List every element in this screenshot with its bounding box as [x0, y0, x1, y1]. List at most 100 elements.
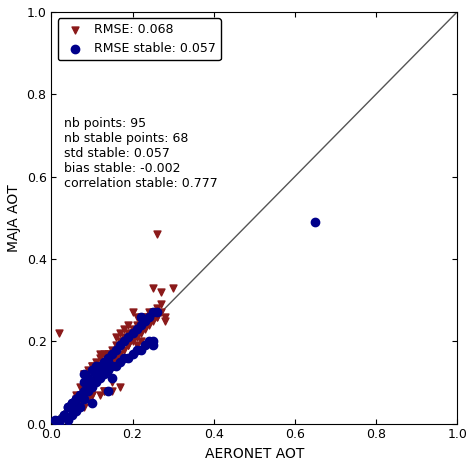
RMSE: 0.068: (0.09, 0.06): 0.068: (0.09, 0.06) — [84, 395, 91, 402]
RMSE stable: 0.057: (0.06, 0.03): 0.057: (0.06, 0.03) — [72, 408, 80, 415]
RMSE: 0.068: (0.13, 0.08): 0.068: (0.13, 0.08) — [100, 387, 108, 395]
RMSE stable: 0.057: (0.12, 0.14): 0.057: (0.12, 0.14) — [96, 362, 104, 370]
RMSE: 0.068: (0.16, 0.16): 0.068: (0.16, 0.16) — [112, 354, 120, 361]
X-axis label: AERONET AOT: AERONET AOT — [205, 447, 304, 461]
RMSE: 0.068: (0.1, 0.1): 0.068: (0.1, 0.1) — [88, 379, 96, 386]
RMSE: 0.068: (0.08, 0.04): 0.068: (0.08, 0.04) — [80, 403, 88, 411]
RMSE stable: 0.057: (0.17, 0.15): 0.057: (0.17, 0.15) — [117, 358, 124, 366]
RMSE: 0.068: (0.25, 0.25): 0.068: (0.25, 0.25) — [149, 317, 156, 324]
RMSE stable: 0.057: (0.11, 0.1): 0.057: (0.11, 0.1) — [92, 379, 100, 386]
RMSE: 0.068: (0.22, 0.22): 0.068: (0.22, 0.22) — [137, 329, 145, 337]
RMSE: 0.068: (0.16, 0.16): 0.068: (0.16, 0.16) — [112, 354, 120, 361]
RMSE stable: 0.057: (0.23, 0.25): 0.057: (0.23, 0.25) — [141, 317, 148, 324]
RMSE stable: 0.057: (0.02, 0.01): 0.057: (0.02, 0.01) — [55, 416, 63, 423]
RMSE stable: 0.057: (0.65, 0.49): 0.057: (0.65, 0.49) — [311, 218, 319, 226]
RMSE: 0.068: (0.07, 0.07): 0.068: (0.07, 0.07) — [76, 391, 83, 399]
RMSE: 0.068: (0.2, 0.27): 0.068: (0.2, 0.27) — [129, 309, 137, 316]
RMSE: 0.068: (0.21, 0.21): 0.068: (0.21, 0.21) — [133, 333, 140, 341]
RMSE stable: 0.057: (0.26, 0.27): 0.057: (0.26, 0.27) — [153, 309, 161, 316]
RMSE: 0.068: (0.1, 0.07): 0.068: (0.1, 0.07) — [88, 391, 96, 399]
RMSE stable: 0.057: (0.12, 0.13): 0.057: (0.12, 0.13) — [96, 366, 104, 374]
RMSE: 0.068: (0.17, 0.2): 0.068: (0.17, 0.2) — [117, 337, 124, 345]
RMSE: 0.068: (0.13, 0.13): 0.068: (0.13, 0.13) — [100, 366, 108, 374]
RMSE: 0.068: (0.15, 0.16): 0.068: (0.15, 0.16) — [109, 354, 116, 361]
Legend: RMSE: 0.068, RMSE stable: 0.057: RMSE: 0.068, RMSE stable: 0.057 — [58, 18, 221, 60]
RMSE: 0.068: (0.11, 0.1): 0.068: (0.11, 0.1) — [92, 379, 100, 386]
RMSE: 0.068: (0.27, 0.32): 0.068: (0.27, 0.32) — [157, 288, 164, 296]
RMSE stable: 0.057: (0.25, 0.19): 0.057: (0.25, 0.19) — [149, 342, 156, 349]
RMSE stable: 0.057: (0.09, 0.11): 0.057: (0.09, 0.11) — [84, 374, 91, 382]
RMSE stable: 0.057: (0.08, 0.1): 0.057: (0.08, 0.1) — [80, 379, 88, 386]
RMSE stable: 0.057: (0.1, 0.05): 0.057: (0.1, 0.05) — [88, 399, 96, 407]
RMSE: 0.068: (0.12, 0.16): 0.068: (0.12, 0.16) — [96, 354, 104, 361]
RMSE stable: 0.057: (0.07, 0.07): 0.057: (0.07, 0.07) — [76, 391, 83, 399]
RMSE stable: 0.057: (0.21, 0.23): 0.057: (0.21, 0.23) — [133, 325, 140, 333]
RMSE: 0.068: (0.11, 0.11): 0.068: (0.11, 0.11) — [92, 374, 100, 382]
RMSE: 0.068: (0.14, 0.13): 0.068: (0.14, 0.13) — [104, 366, 112, 374]
RMSE stable: 0.057: (0.13, 0.12): 0.057: (0.13, 0.12) — [100, 371, 108, 378]
RMSE stable: 0.057: (0.18, 0.2): 0.057: (0.18, 0.2) — [120, 337, 128, 345]
RMSE stable: 0.057: (0.25, 0.2): 0.057: (0.25, 0.2) — [149, 337, 156, 345]
RMSE stable: 0.057: (0.08, 0.12): 0.057: (0.08, 0.12) — [80, 371, 88, 378]
RMSE: 0.068: (0.22, 0.24): 0.068: (0.22, 0.24) — [137, 321, 145, 329]
RMSE stable: 0.057: (0.15, 0.11): 0.057: (0.15, 0.11) — [109, 374, 116, 382]
RMSE stable: 0.057: (0.06, 0.06): 0.057: (0.06, 0.06) — [72, 395, 80, 402]
RMSE stable: 0.057: (0.2, 0.17): 0.057: (0.2, 0.17) — [129, 350, 137, 358]
RMSE: 0.068: (0.02, 0.22): 0.068: (0.02, 0.22) — [55, 329, 63, 337]
RMSE stable: 0.057: (0.16, 0.18): 0.057: (0.16, 0.18) — [112, 346, 120, 353]
RMSE: 0.068: (0.21, 0.26): 0.068: (0.21, 0.26) — [133, 313, 140, 320]
RMSE stable: 0.057: (0.22, 0.24): 0.057: (0.22, 0.24) — [137, 321, 145, 329]
RMSE: 0.068: (0.1, 0.14): 0.068: (0.1, 0.14) — [88, 362, 96, 370]
RMSE stable: 0.057: (0.1, 0.1): 0.057: (0.1, 0.1) — [88, 379, 96, 386]
RMSE stable: 0.057: (0.21, 0.18): 0.057: (0.21, 0.18) — [133, 346, 140, 353]
RMSE: 0.068: (0.18, 0.23): 0.068: (0.18, 0.23) — [120, 325, 128, 333]
RMSE stable: 0.057: (0.05, 0.05): 0.057: (0.05, 0.05) — [68, 399, 75, 407]
RMSE stable: 0.057: (0.04, 0.04): 0.057: (0.04, 0.04) — [64, 403, 72, 411]
RMSE: 0.068: (0.19, 0.22): 0.068: (0.19, 0.22) — [125, 329, 132, 337]
RMSE: 0.068: (0.09, 0.09): 0.068: (0.09, 0.09) — [84, 383, 91, 390]
RMSE stable: 0.057: (0.25, 0.27): 0.057: (0.25, 0.27) — [149, 309, 156, 316]
RMSE: 0.068: (0.16, 0.19): 0.068: (0.16, 0.19) — [112, 342, 120, 349]
RMSE: 0.068: (0.27, 0.29): 0.068: (0.27, 0.29) — [157, 300, 164, 308]
RMSE: 0.068: (0.23, 0.23): 0.068: (0.23, 0.23) — [141, 325, 148, 333]
RMSE stable: 0.057: (0.09, 0.08): 0.057: (0.09, 0.08) — [84, 387, 91, 395]
RMSE: 0.068: (0.14, 0.17): 0.068: (0.14, 0.17) — [104, 350, 112, 358]
RMSE stable: 0.057: (0.08, 0.06): 0.057: (0.08, 0.06) — [80, 395, 88, 402]
RMSE: 0.068: (0.14, 0.14): 0.068: (0.14, 0.14) — [104, 362, 112, 370]
RMSE: 0.068: (0.24, 0.24): 0.068: (0.24, 0.24) — [145, 321, 153, 329]
RMSE: 0.068: (0.17, 0.09): 0.068: (0.17, 0.09) — [117, 383, 124, 390]
RMSE stable: 0.057: (0.12, 0.11): 0.057: (0.12, 0.11) — [96, 374, 104, 382]
RMSE: 0.068: (0.15, 0.1): 0.068: (0.15, 0.1) — [109, 379, 116, 386]
RMSE: 0.068: (0.19, 0.19): 0.068: (0.19, 0.19) — [125, 342, 132, 349]
RMSE stable: 0.057: (0.15, 0.17): 0.057: (0.15, 0.17) — [109, 350, 116, 358]
RMSE: 0.068: (0.19, 0.19): 0.068: (0.19, 0.19) — [125, 342, 132, 349]
RMSE: 0.068: (0.27, 0.27): 0.068: (0.27, 0.27) — [157, 309, 164, 316]
RMSE: 0.068: (0.22, 0.26): 0.068: (0.22, 0.26) — [137, 313, 145, 320]
RMSE stable: 0.057: (0.13, 0.14): 0.057: (0.13, 0.14) — [100, 362, 108, 370]
RMSE: 0.068: (0.18, 0.2): 0.068: (0.18, 0.2) — [120, 337, 128, 345]
RMSE: 0.068: (0.11, 0.11): 0.068: (0.11, 0.11) — [92, 374, 100, 382]
RMSE: 0.068: (0.24, 0.26): 0.068: (0.24, 0.26) — [145, 313, 153, 320]
RMSE stable: 0.057: (0.05, 0.02): 0.057: (0.05, 0.02) — [68, 412, 75, 419]
RMSE: 0.068: (0.09, 0.13): 0.068: (0.09, 0.13) — [84, 366, 91, 374]
RMSE: 0.068: (0.13, 0.17): 0.068: (0.13, 0.17) — [100, 350, 108, 358]
RMSE stable: 0.057: (0.14, 0.16): 0.057: (0.14, 0.16) — [104, 354, 112, 361]
RMSE stable: 0.057: (0.14, 0.08): 0.057: (0.14, 0.08) — [104, 387, 112, 395]
RMSE: 0.068: (0.24, 0.26): 0.068: (0.24, 0.26) — [145, 313, 153, 320]
RMSE: 0.068: (0.06, 0.06): 0.068: (0.06, 0.06) — [72, 395, 80, 402]
RMSE: 0.068: (0.26, 0.26): 0.068: (0.26, 0.26) — [153, 313, 161, 320]
RMSE: 0.068: (0.06, 0.07): 0.068: (0.06, 0.07) — [72, 391, 80, 399]
RMSE: 0.068: (0.1, 0.14): 0.068: (0.1, 0.14) — [88, 362, 96, 370]
RMSE stable: 0.057: (0.07, 0.04): 0.057: (0.07, 0.04) — [76, 403, 83, 411]
RMSE: 0.068: (0.09, 0.09): 0.068: (0.09, 0.09) — [84, 383, 91, 390]
RMSE stable: 0.057: (0.13, 0.15): 0.057: (0.13, 0.15) — [100, 358, 108, 366]
RMSE stable: 0.057: (0.05, 0.05): 0.057: (0.05, 0.05) — [68, 399, 75, 407]
RMSE stable: 0.057: (0.23, 0.19): 0.057: (0.23, 0.19) — [141, 342, 148, 349]
RMSE stable: 0.057: (0.14, 0.13): 0.057: (0.14, 0.13) — [104, 366, 112, 374]
RMSE: 0.068: (0.19, 0.24): 0.068: (0.19, 0.24) — [125, 321, 132, 329]
RMSE stable: 0.057: (0.03, 0.02): 0.057: (0.03, 0.02) — [60, 412, 67, 419]
RMSE stable: 0.057: (0.09, 0.1): 0.057: (0.09, 0.1) — [84, 379, 91, 386]
RMSE stable: 0.057: (0.24, 0.26): 0.057: (0.24, 0.26) — [145, 313, 153, 320]
RMSE: 0.068: (0.21, 0.24): 0.068: (0.21, 0.24) — [133, 321, 140, 329]
RMSE: 0.068: (0.19, 0.19): 0.068: (0.19, 0.19) — [125, 342, 132, 349]
